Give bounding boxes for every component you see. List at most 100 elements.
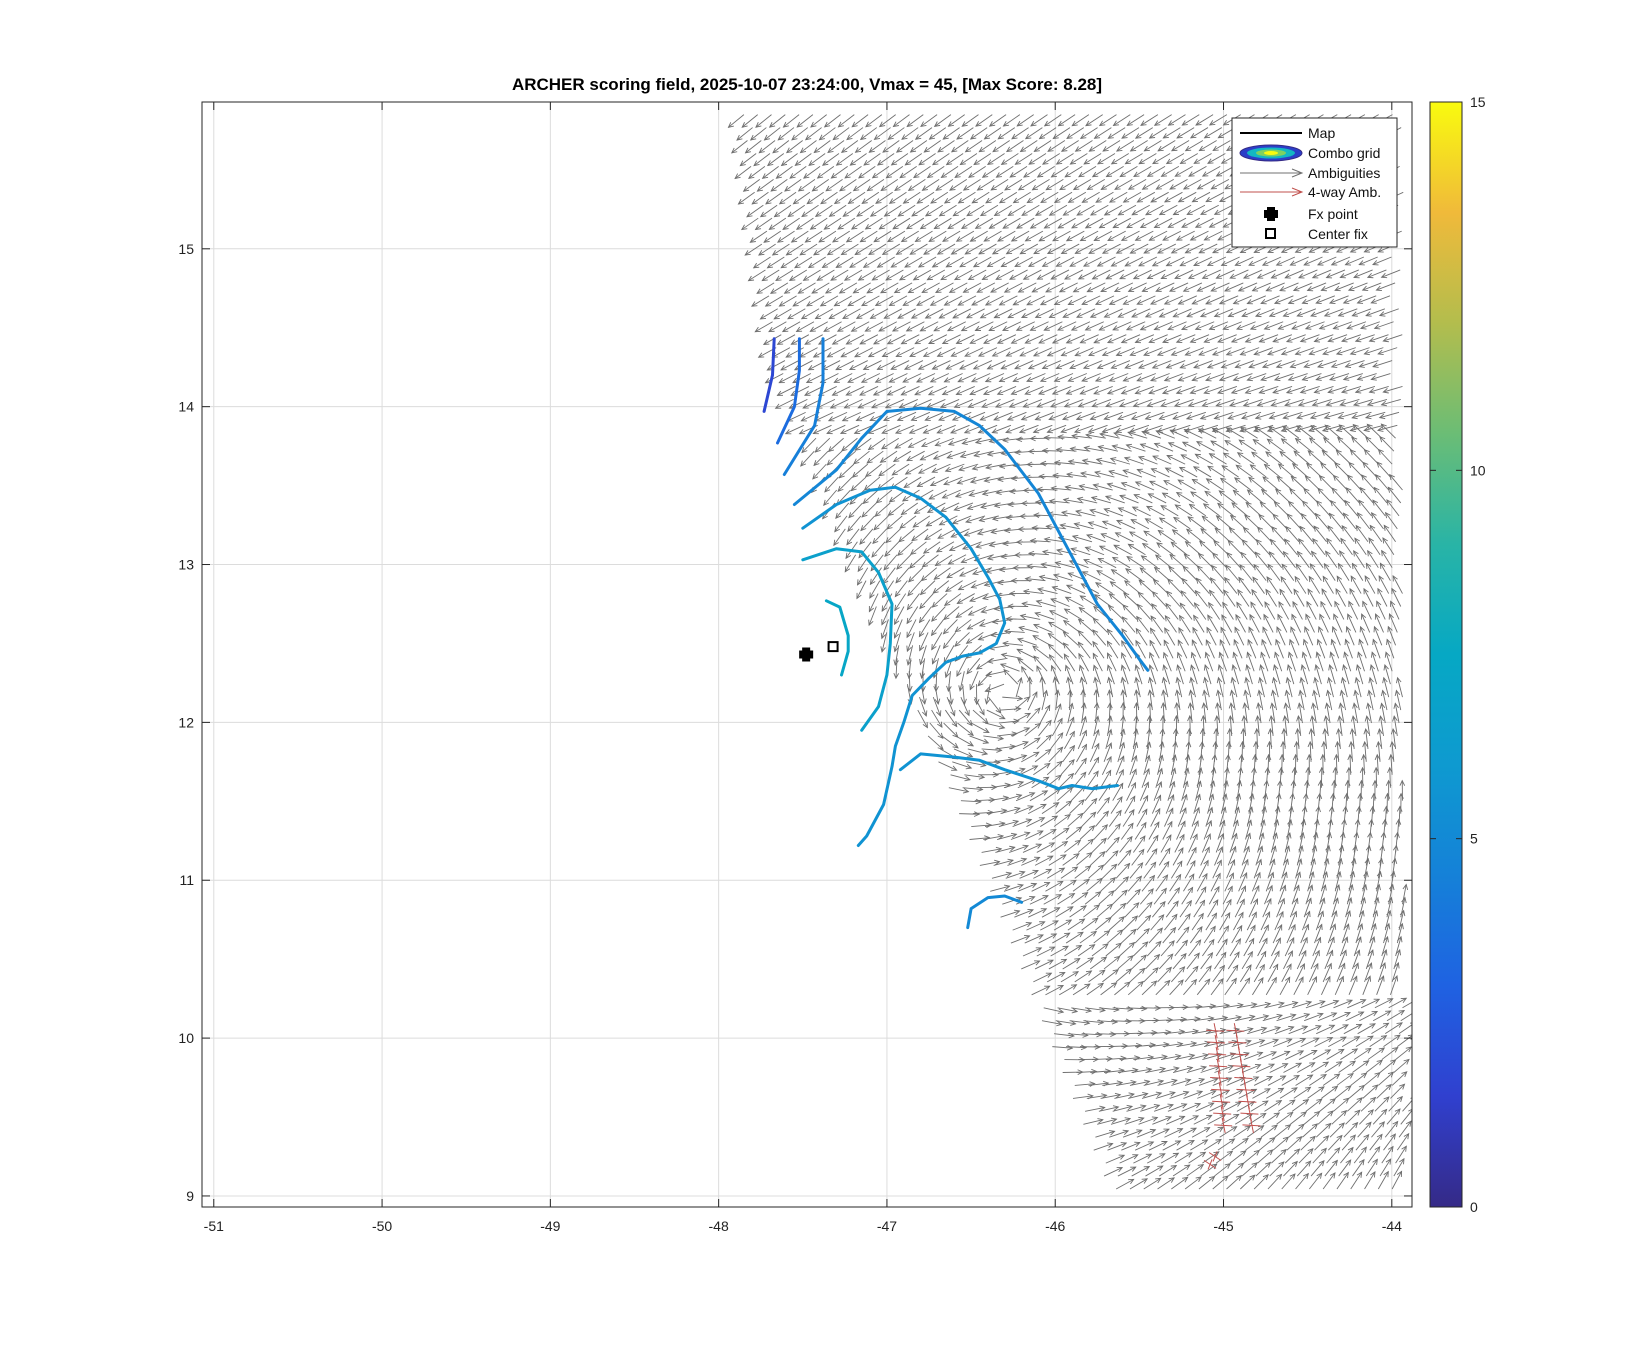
ambiguity-arrow (1273, 664, 1281, 685)
ambiguity-arrow (838, 463, 855, 479)
ambiguity-arrow (1105, 166, 1124, 178)
ambiguity-arrow (832, 127, 850, 141)
ambiguity-arrow (1104, 495, 1125, 504)
ambiguity-arrow (1275, 638, 1284, 659)
ambiguity-arrow (1322, 575, 1334, 594)
ambiguity-arrow (1043, 217, 1063, 229)
ambiguity-arrow (763, 230, 781, 243)
ambiguity-arrow (1047, 140, 1066, 152)
ambiguity-arrow (991, 424, 1012, 434)
ambiguity-arrow (1344, 360, 1365, 368)
ambiguity-arrow (1064, 166, 1083, 178)
ambiguity-arrow (1107, 127, 1126, 139)
ambiguity-arrow (1086, 770, 1099, 788)
ambiguity-arrow (1236, 601, 1248, 620)
ambiguity-arrow (1078, 484, 1099, 491)
ambiguity-arrow (1100, 533, 1120, 543)
ambiguity-arrow (1163, 639, 1174, 659)
ambiguity-arrow (969, 671, 979, 691)
ambiguity-arrow (775, 269, 794, 282)
ambiguity-arrow (919, 580, 936, 596)
ambiguity-arrow (1249, 464, 1267, 478)
ambiguity-arrow (1323, 715, 1330, 737)
ambiguity-arrow (983, 334, 1003, 344)
ambiguity-arrow (1268, 551, 1283, 568)
ambiguity-arrow (1337, 308, 1358, 317)
ambiguity-arrow (1122, 604, 1138, 620)
ambiguity-arrow (1054, 689, 1061, 711)
ambiguity-arrow (995, 845, 1016, 853)
ambiguity-arrow (853, 450, 870, 465)
ambiguity-arrow (1193, 614, 1205, 633)
ambiguity-arrow (1308, 575, 1321, 594)
ambiguity-arrow (1382, 334, 1403, 343)
ambiguity-arrow (1287, 295, 1308, 305)
ambiguity-arrow (1303, 256, 1323, 266)
ambiguity-arrow (1106, 689, 1113, 711)
ambiguity-arrow (1217, 386, 1238, 395)
ambiguity-arrow (1121, 127, 1140, 139)
ambiguity-arrow (1344, 499, 1358, 517)
ambiguity-arrow (1039, 676, 1046, 698)
ambiguity-arrow (1089, 742, 1100, 763)
ambiguity-arrow (1107, 701, 1113, 724)
ambiguity-arrow (1027, 803, 1047, 815)
ambiguity-arrow (1232, 651, 1241, 672)
ambiguity-arrow (1130, 519, 1150, 530)
ambiguity-arrow (1081, 373, 1101, 382)
x-tick-label: -46 (1045, 1218, 1065, 1234)
ambiguity-arrow (904, 153, 923, 166)
ambiguity-arrow (1379, 562, 1391, 581)
ambiguity-arrow (758, 243, 776, 256)
ambiguity-arrow (1233, 638, 1243, 659)
x-tick-label: -48 (709, 1218, 729, 1234)
ambiguity-arrow (1017, 657, 1034, 672)
ambiguity-arrow (1086, 178, 1105, 191)
ambiguity-arrow (931, 360, 951, 370)
ambiguity-arrow (799, 243, 818, 256)
ambiguity-arrow (804, 386, 824, 396)
ambiguity-arrow (1226, 552, 1241, 568)
ambiguity-arrow (1325, 398, 1346, 407)
ambiguity-arrow (894, 606, 905, 626)
ambiguity-arrow (1291, 463, 1308, 478)
ambiguity-arrow (955, 334, 975, 344)
ambiguity-arrow (906, 114, 924, 128)
ambiguity-arrow (1034, 855, 1054, 866)
ambiguity-arrow (1388, 613, 1398, 633)
ambiguity-arrow (905, 217, 925, 230)
ambiguity-arrow (993, 411, 1013, 421)
ambiguity-arrow (766, 153, 785, 167)
ambiguity-arrow (946, 321, 966, 332)
ambiguity-arrow (1340, 386, 1362, 394)
ambiguity-arrow (891, 321, 911, 332)
ambiguity-arrow (1208, 217, 1228, 228)
ambiguity-arrow (947, 554, 967, 565)
ambiguity-arrow (1057, 217, 1076, 229)
ambiguity-arrow (1055, 800, 1073, 814)
ambiguity-arrow (941, 735, 959, 749)
ambiguity-arrow (1064, 730, 1075, 750)
ambiguity-arrow (1147, 701, 1153, 724)
ambiguity-arrow (1017, 178, 1036, 191)
ambiguity-arrow (1303, 360, 1324, 369)
ambiguity-arrow (1036, 398, 1056, 408)
ambiguity-arrow (1140, 555, 1158, 569)
ambiguity-arrow (1275, 488, 1291, 504)
ambiguity-arrow (1213, 204, 1233, 215)
ambiguity-arrow (1173, 516, 1191, 530)
ambiguity-arrow (943, 373, 963, 383)
ambiguity-arrow (1000, 153, 1019, 165)
ambiguity-arrow (823, 217, 842, 230)
ambiguity-arrow (751, 191, 769, 205)
ambiguity-arrow (1136, 808, 1148, 827)
ambiguity-arrow (1057, 786, 1074, 802)
ambiguity-arrow (1106, 482, 1127, 491)
ambiguity-arrow (809, 321, 829, 332)
ambiguity-arrow (831, 386, 851, 396)
ambiguity-arrow (852, 178, 871, 192)
ambiguity-arrow (1181, 577, 1196, 594)
ambiguity-arrow (1286, 513, 1302, 530)
ambiguity-arrow (847, 515, 862, 532)
ambiguity-arrow (1096, 570, 1115, 582)
